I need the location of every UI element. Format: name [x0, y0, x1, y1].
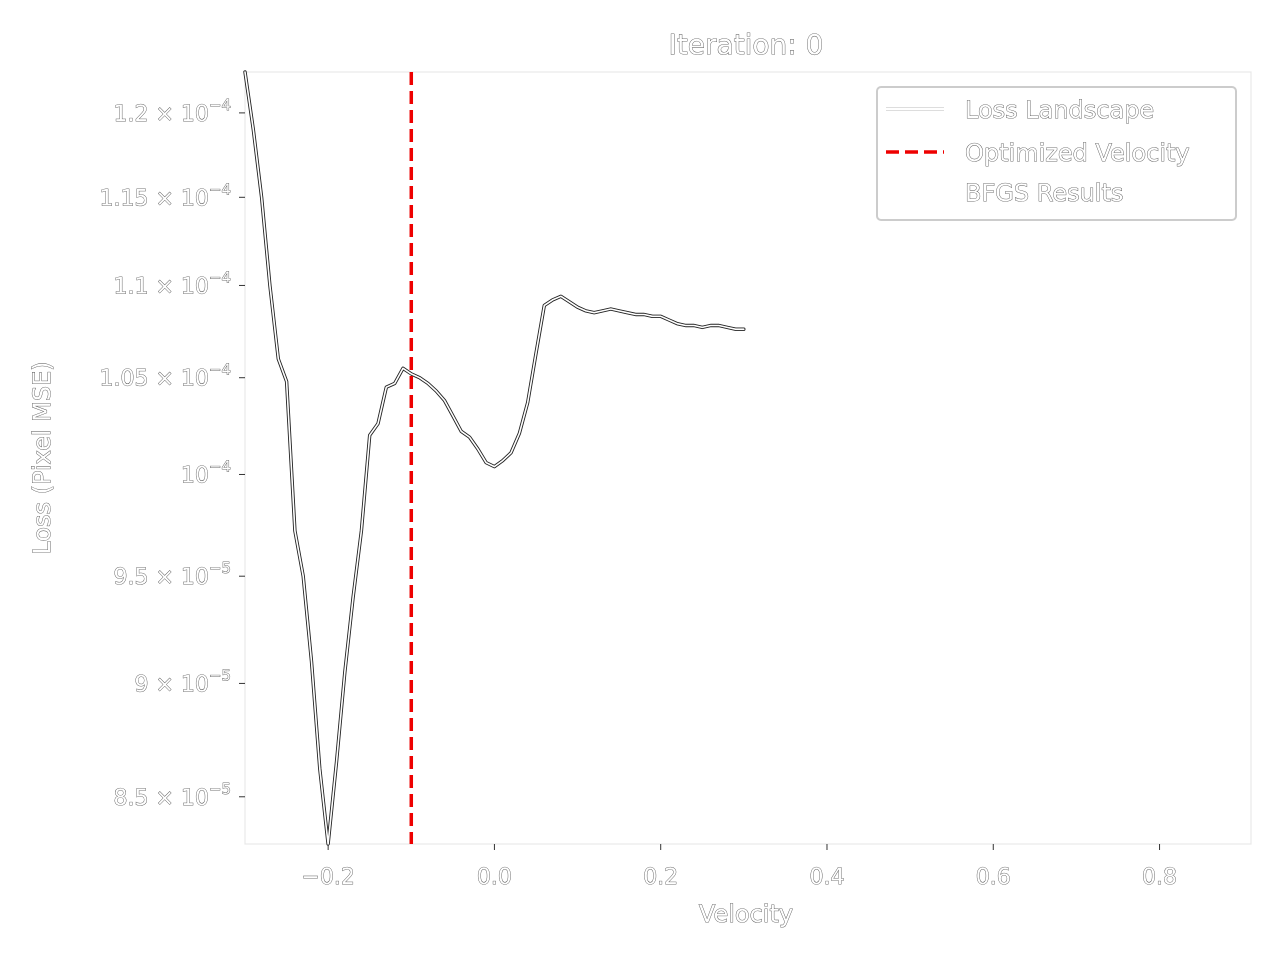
legend-label-loss-landscape: Loss Landscape — [965, 96, 1154, 124]
x-tick-label: 0.0 — [477, 865, 512, 890]
plot-frame — [244, 71, 1252, 845]
legend-entry-optimized-velocity: Optimized Velocity — [886, 139, 1190, 167]
x-tick-label: 0.8 — [1142, 865, 1177, 890]
x-tick-label: 0.2 — [643, 865, 678, 890]
y-tick-label: 1.1 × 10−4 — [113, 268, 231, 299]
y-tick-label: 8.5 × 10−5 — [113, 780, 231, 811]
loss-landscape-line-outline — [243, 70, 746, 846]
series-layer — [243, 70, 746, 846]
chart-title: Iteration: 0 — [669, 28, 824, 61]
legend: Loss Landscape Optimized Velocity BFGS R… — [876, 86, 1237, 221]
y-axis-label: Loss (Pixel MSE) — [28, 361, 56, 554]
y-tick-label: 1.05 × 10−4 — [99, 361, 231, 392]
x-tick-label: −0.2 — [301, 865, 354, 890]
legend-label-bfgs-results: BFGS Results — [965, 179, 1123, 207]
loss-landscape-line — [244, 71, 745, 845]
y-tick-label: 1.15 × 10−4 — [99, 180, 231, 211]
legend-box — [876, 86, 1237, 221]
y-tick-label: 1.2 × 10−4 — [113, 96, 231, 127]
y-tick-label: 9 × 10−5 — [134, 666, 231, 697]
y-tick-label: 10−4 — [181, 457, 231, 488]
y-axis-ticks: 1.2 × 10−4 1.15 × 10−4 1.1 × 10−4 1.05 × 10… — [99, 95, 245, 811]
legend-entry-loss-landscape: Loss Landscape — [886, 96, 1155, 124]
x-tick-label: 0.4 — [809, 865, 844, 890]
x-axis-label: Velocity — [699, 900, 793, 928]
x-tick-label: 0.6 — [976, 865, 1011, 890]
x-axis-ticks: −0.2 0.0 0.2 0.4 0.6 0.8 — [301, 844, 1177, 890]
legend-label-optimized-velocity: Optimized Velocity — [965, 139, 1190, 167]
y-tick-label: 9.5 × 10−5 — [113, 559, 231, 590]
legend-entry-bfgs-results: BFGS Results — [965, 179, 1124, 208]
